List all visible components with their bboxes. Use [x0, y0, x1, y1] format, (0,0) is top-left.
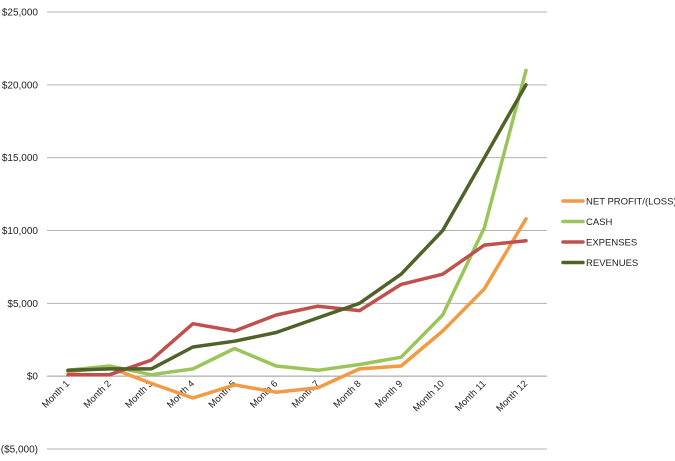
y-tick-label: $0 — [27, 372, 39, 383]
gridlines — [47, 11, 547, 450]
legend-label: EXPENSES — [586, 238, 637, 249]
legend: NET PROFIT/(LOSS) CASH EXPENSES REVENUES — [561, 197, 675, 269]
x-axis-tick-labels: Month 1 Month 2 Month 3 Month 4 Month 5 Month… — [40, 379, 530, 415]
y-tick-label: $25,000 — [2, 8, 39, 19]
x-tick-label: Month 10 — [411, 379, 447, 415]
series-line-net-profit-loss — [66, 217, 528, 400]
legend-label: CASH — [586, 217, 613, 228]
x-tick-label: Month 9 — [373, 379, 405, 411]
series-line-expenses — [66, 238, 528, 377]
y-axis-tick-labels: ($5,000) $0 $5,000 $10,000 $15,000 $20,000 $25… — [1, 8, 39, 456]
x-tick-label: Month 12 — [494, 379, 530, 415]
x-tick-label: Month 1 — [40, 379, 72, 411]
x-tick-label: Month 2 — [82, 379, 114, 411]
x-tick-label: Month 11 — [453, 379, 488, 414]
y-tick-label: $20,000 — [2, 80, 39, 91]
x-tick-label: Month 7 — [290, 379, 322, 411]
y-tick-label: $5,000 — [7, 299, 38, 310]
y-tick-label: $10,000 — [2, 226, 39, 237]
y-tick-label: $15,000 — [2, 153, 39, 164]
y-tick-label: ($5,000) — [1, 445, 38, 456]
x-tick-label: Month 8 — [332, 379, 364, 411]
series-lines — [66, 68, 528, 400]
legend-label: REVENUES — [586, 258, 638, 269]
legend-label: NET PROFIT/(LOSS) — [586, 197, 675, 208]
series-line-revenues — [66, 83, 528, 373]
x-tick-label: Month 6 — [248, 379, 280, 411]
series-line-cash — [66, 68, 528, 377]
